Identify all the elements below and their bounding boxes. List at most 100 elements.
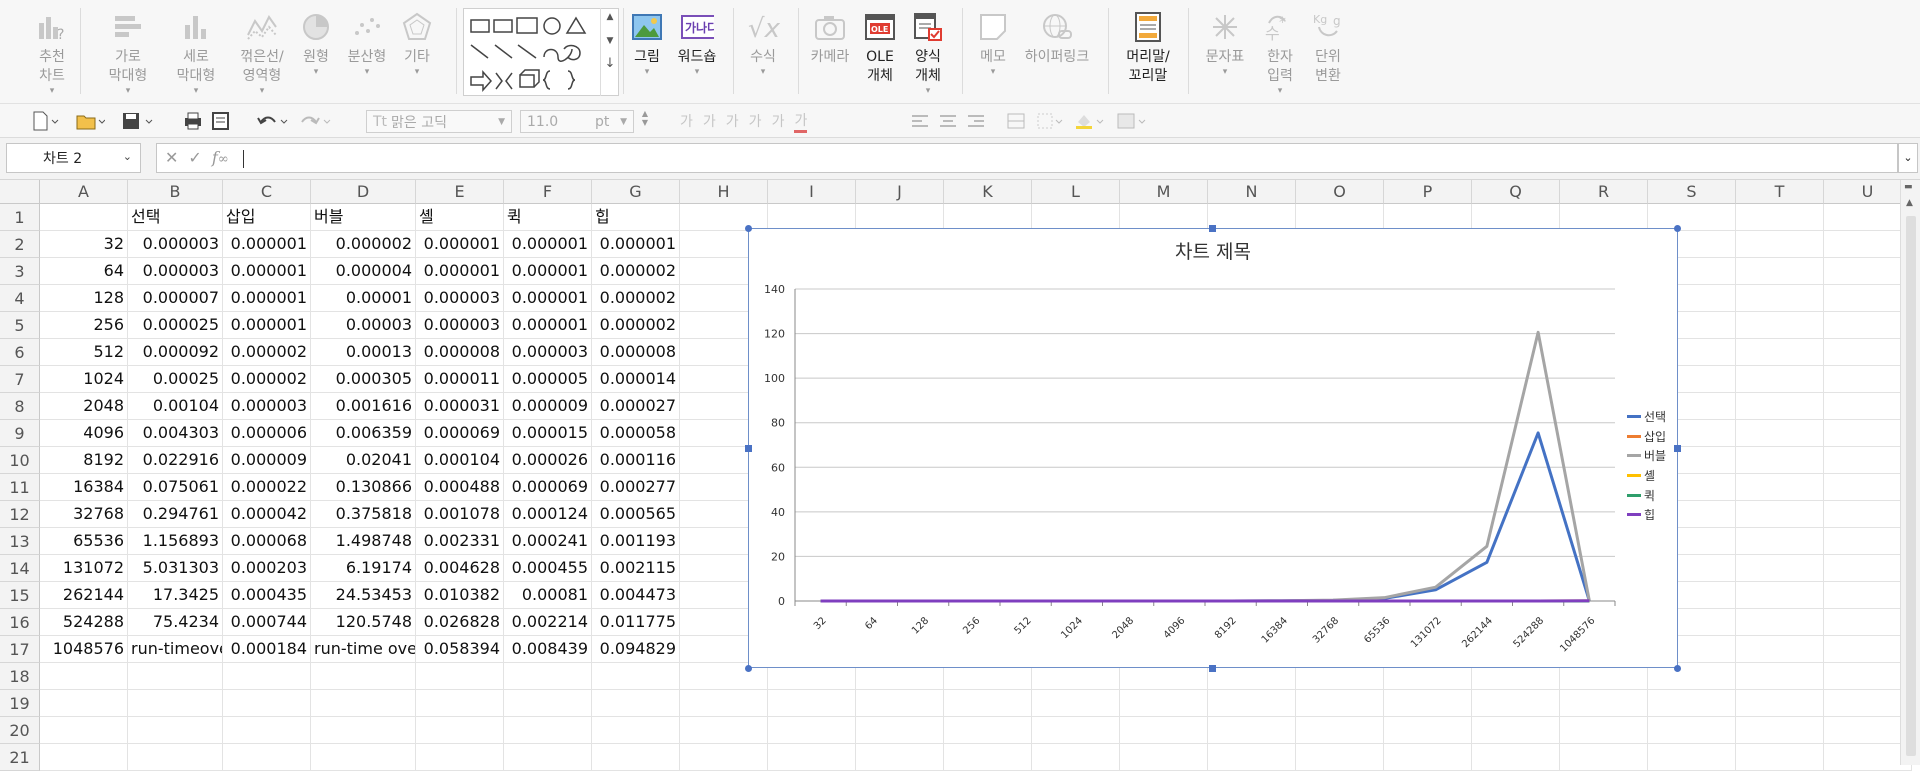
cell[interactable] [1824, 663, 1912, 690]
cell[interactable] [1824, 204, 1912, 231]
cell[interactable] [1296, 690, 1384, 717]
formula-expand-icon[interactable]: ⌄ [1898, 143, 1918, 173]
scroll-down-icon[interactable]: ▼ [601, 36, 619, 46]
cell[interactable] [40, 717, 128, 744]
row-header[interactable]: 19 [0, 690, 40, 717]
cell[interactable] [856, 717, 944, 744]
align-left-icon[interactable] [910, 113, 930, 129]
cell[interactable]: 0.000002 [592, 312, 680, 339]
cell[interactable]: run-timeove [128, 636, 223, 663]
cell[interactable]: 1048576 [40, 636, 128, 663]
cell[interactable]: 0.058394 [416, 636, 504, 663]
cell[interactable] [1824, 312, 1912, 339]
cell[interactable]: 0.008439 [504, 636, 592, 663]
cell[interactable] [1736, 339, 1824, 366]
shapes-gallery[interactable] [463, 8, 619, 96]
legend-item[interactable]: 퀵 [1627, 485, 1666, 505]
cell[interactable] [856, 690, 944, 717]
row-header[interactable]: 3 [0, 258, 40, 285]
cell[interactable]: 0.000003 [128, 258, 223, 285]
redo-icon[interactable] [298, 109, 334, 133]
column-header[interactable]: U [1824, 180, 1912, 204]
legend-item[interactable]: 셸 [1627, 466, 1666, 486]
merge-cells-icon[interactable] [1006, 112, 1026, 130]
cell[interactable]: 5.031303 [128, 555, 223, 582]
cell[interactable] [944, 717, 1032, 744]
cell[interactable] [416, 744, 504, 771]
row-header[interactable]: 16 [0, 609, 40, 636]
cell[interactable]: 0.000565 [592, 501, 680, 528]
cell[interactable] [1824, 528, 1912, 555]
cell[interactable] [1648, 204, 1736, 231]
cell[interactable]: 0.00001 [311, 285, 416, 312]
cell[interactable] [1824, 231, 1912, 258]
cell[interactable]: 6.19174 [311, 555, 416, 582]
cell[interactable] [1736, 501, 1824, 528]
cell[interactable] [768, 204, 856, 231]
row-header[interactable]: 20 [0, 717, 40, 744]
cell[interactable]: 0.000104 [416, 447, 504, 474]
cell[interactable]: 75.4234 [128, 609, 223, 636]
cell[interactable]: 131072 [40, 555, 128, 582]
cell[interactable]: 0.000116 [592, 447, 680, 474]
cell[interactable]: 0.022916 [128, 447, 223, 474]
cell[interactable] [1032, 204, 1120, 231]
cell[interactable] [1824, 339, 1912, 366]
cell[interactable] [504, 690, 592, 717]
column-header[interactable]: L [1032, 180, 1120, 204]
font-size-select[interactable]: 11.0 pt ▼ [520, 110, 634, 133]
row-header[interactable]: 8 [0, 393, 40, 420]
cell[interactable] [592, 690, 680, 717]
cell[interactable]: 0.000305 [311, 366, 416, 393]
cell[interactable] [1824, 690, 1912, 717]
cell[interactable]: 0.000001 [223, 231, 311, 258]
cell[interactable]: 0.000124 [504, 501, 592, 528]
cell[interactable] [1736, 285, 1824, 312]
cell[interactable] [1120, 204, 1208, 231]
cell[interactable] [1736, 690, 1824, 717]
cell[interactable] [311, 744, 416, 771]
cell[interactable] [223, 744, 311, 771]
cell[interactable] [944, 744, 1032, 771]
cell[interactable]: 0.000001 [504, 312, 592, 339]
cell[interactable] [768, 690, 856, 717]
column-header[interactable]: A [40, 180, 128, 204]
font-size-stepper[interactable]: ▲▼ [638, 109, 652, 133]
column-header[interactable]: E [416, 180, 504, 204]
cell[interactable] [1472, 204, 1560, 231]
cell[interactable]: 0.000002 [311, 231, 416, 258]
cell[interactable] [1208, 744, 1296, 771]
cell[interactable] [1824, 285, 1912, 312]
cell[interactable]: 0.002331 [416, 528, 504, 555]
cell[interactable]: 0.000006 [223, 420, 311, 447]
open-file-icon[interactable] [75, 109, 105, 133]
resize-handle-top-right[interactable] [1674, 225, 1681, 232]
cell[interactable]: 0.000002 [592, 258, 680, 285]
cell[interactable] [128, 690, 223, 717]
cell[interactable] [1384, 717, 1472, 744]
row-header[interactable]: 6 [0, 339, 40, 366]
column-header[interactable]: H [680, 180, 768, 204]
cell[interactable]: 0.000031 [416, 393, 504, 420]
cell[interactable] [1120, 717, 1208, 744]
cell[interactable] [311, 717, 416, 744]
cell[interactable]: 4096 [40, 420, 128, 447]
cell[interactable] [1384, 744, 1472, 771]
cell[interactable]: 0.000003 [416, 285, 504, 312]
cell[interactable]: 0.00104 [128, 393, 223, 420]
cell[interactable] [1736, 582, 1824, 609]
cell[interactable]: 0.000002 [592, 285, 680, 312]
cell[interactable] [1296, 744, 1384, 771]
ribbon-button-other-chart[interactable]: 기타▾ [377, 10, 457, 77]
cell[interactable]: 0.000015 [504, 420, 592, 447]
cell[interactable] [856, 744, 944, 771]
resize-handle-top[interactable] [1209, 225, 1216, 232]
cell[interactable]: 셸 [416, 204, 504, 231]
cell[interactable]: 17.3425 [128, 582, 223, 609]
cell-style-icon[interactable] [1116, 112, 1148, 130]
cell[interactable] [1736, 528, 1824, 555]
resize-handle-top-left[interactable] [745, 225, 752, 232]
cell[interactable]: 0.000002 [223, 339, 311, 366]
